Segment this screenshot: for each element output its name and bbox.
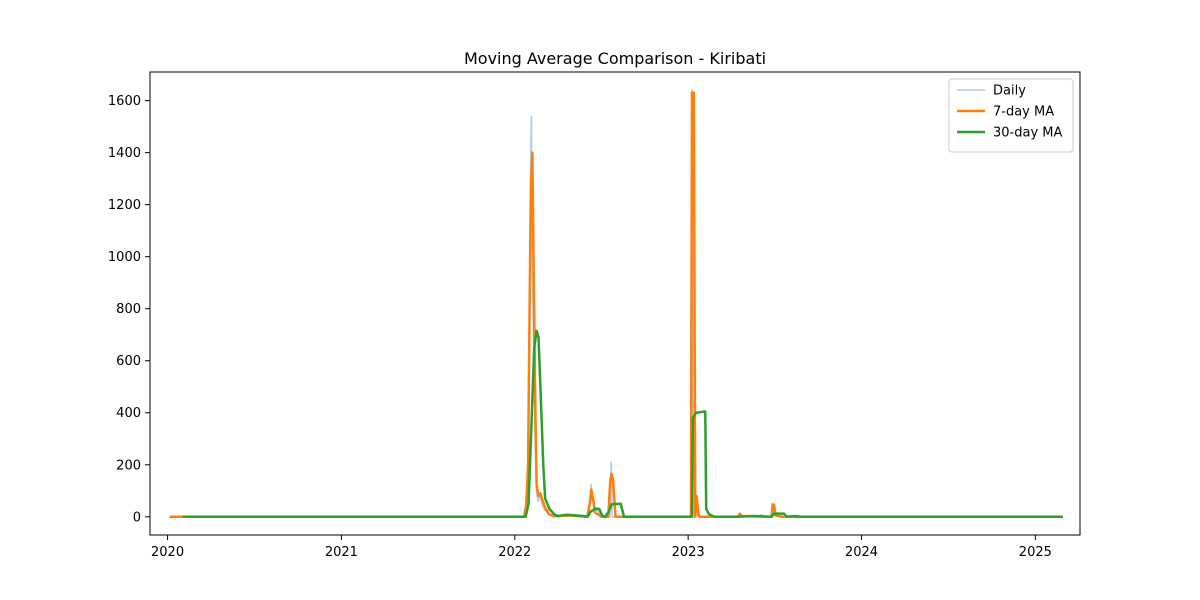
y-axis: 0 200 400 600 800 1000 1200 1400 1600	[108, 94, 150, 525]
y-tick-label: 200	[116, 458, 141, 473]
y-tick-label: 0	[133, 510, 141, 525]
x-tick-label: 2021	[325, 545, 358, 560]
x-axis: 2020 2021 2022 2023 2024 2025	[151, 535, 1052, 560]
legend-box	[948, 78, 1074, 153]
plot-frame	[149, 71, 1081, 536]
y-tick-label: 1600	[108, 94, 141, 109]
legend-label-1: 7-day MA	[993, 105, 1054, 120]
series-line-1	[169, 91, 1063, 519]
x-tick-label: 2020	[151, 545, 184, 560]
y-tick-label: 1200	[108, 198, 141, 213]
series-line-2	[182, 329, 1063, 519]
legend: Daily 7-day MA 30-day MA	[948, 78, 1074, 153]
y-tick-label: 1400	[108, 146, 141, 161]
chart-title: Moving Average Comparison - Kiribati	[464, 49, 766, 68]
x-tick-label: 2024	[845, 545, 878, 560]
y-tick-label: 800	[116, 302, 141, 317]
x-tick-label: 2022	[498, 545, 531, 560]
series-layer	[169, 89, 1063, 519]
x-tick-label: 2025	[1019, 545, 1052, 560]
y-tick-label: 400	[116, 406, 141, 421]
series-line-0	[169, 89, 1063, 518]
y-tick-label: 600	[116, 354, 141, 369]
y-tick-label: 1000	[108, 250, 141, 265]
legend-label-2: 30-day MA	[993, 126, 1062, 141]
x-tick-label: 2023	[672, 545, 705, 560]
legend-label-0: Daily	[993, 84, 1026, 99]
